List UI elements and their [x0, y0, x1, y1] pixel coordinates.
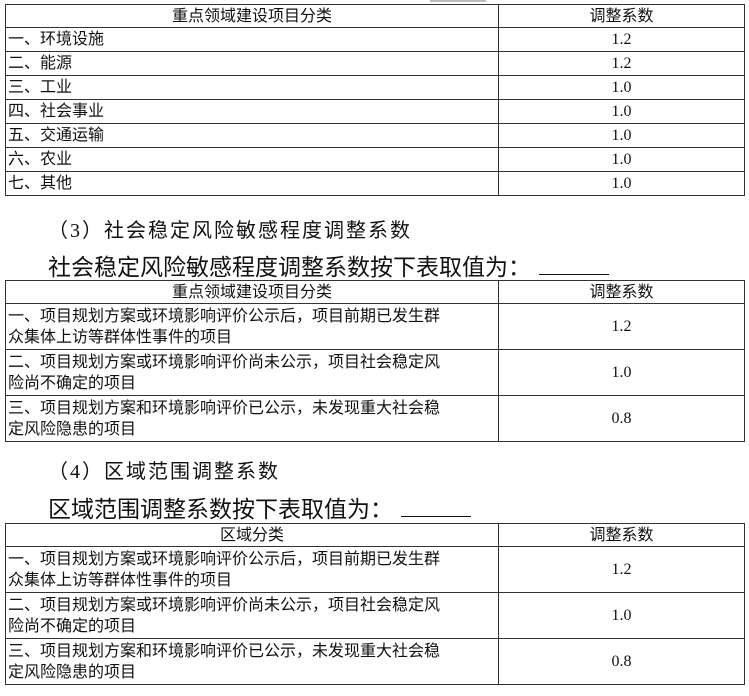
- table-row: 二、项目规划方案或环境影响评价尚未公示，项目社会稳定风 险尚不确定的项目 1.0: [5, 349, 745, 396]
- section-4-heading: （4）区域范围调整系数: [48, 461, 280, 483]
- coefficient-cell: 1.2: [498, 303, 745, 350]
- category-line: 险尚不确定的项目: [8, 617, 137, 635]
- table-row: 一、项目规划方案或环境影响评价公示后，项目前期已发生群 众集体上访等群体性事件的项…: [5, 303, 745, 350]
- category-cell: 三、工业: [5, 75, 499, 100]
- category-cell: 三、项目规划方案和环境影响评价已公示，未发现重大社会稳 定风险隐患的项目: [5, 395, 499, 442]
- table-header-row: 重点领域建设项目分类 调整系数: [5, 4, 745, 28]
- category-line: 众集体上访等群体性事件的项目: [8, 571, 233, 589]
- header-category: 重点领域建设项目分类: [5, 4, 499, 28]
- category-line: 二、项目规划方案或环境影响评价尚未公示，项目社会稳定风: [8, 596, 441, 614]
- category-cell: 五、交通运输: [5, 123, 499, 148]
- region-coefficient-table: 区域分类 调整系数 一、项目规划方案或环境影响评价公示后，项目前期已发生群 众集体…: [5, 523, 745, 685]
- table-row: 二、能源 1.2: [5, 51, 745, 76]
- section-3-prompt: 社会稳定风险敏感程度调整系数按下表取值为：: [48, 248, 609, 282]
- table-row: 七、其他 1.0: [5, 171, 745, 196]
- prompt-text: 区域范围调整系数按下表取值为：: [48, 497, 393, 522]
- table-row: 五、交通运输 1.0: [5, 123, 745, 148]
- category-line: 定风险隐患的项目: [8, 663, 137, 681]
- category-cell: 三、项目规划方案和环境影响评价已公示，未发现重大社会稳 定风险隐患的项目: [5, 638, 499, 685]
- sector-coefficient-table: 重点领域建设项目分类 调整系数 一、环境设施 1.2 二、能源 1.2 三、工业 1.0 四…: [5, 4, 745, 196]
- category-line: 二、项目规划方案或环境影响评价尚未公示，项目社会稳定风: [8, 353, 441, 371]
- category-line: 一、项目规划方案或环境影响评价公示后，项目前期已发生群: [8, 550, 441, 568]
- answer-blank[interactable]: [539, 254, 609, 275]
- category-cell: 二、项目规划方案或环境影响评价尚未公示，项目社会稳定风 险尚不确定的项目: [5, 592, 499, 639]
- category-line: 险尚不确定的项目: [8, 374, 137, 392]
- table-header-row: 区域分类 调整系数: [5, 523, 745, 547]
- category-line: 三、项目规划方案和环境影响评价已公示，未发现重大社会稳: [8, 642, 441, 660]
- category-line: 一、项目规划方案或环境影响评价公示后，项目前期已发生群: [8, 307, 441, 325]
- category-cell: 四、社会事业: [5, 99, 499, 124]
- coefficient-cell: 0.8: [498, 395, 745, 442]
- coefficient-cell: 1.0: [498, 123, 745, 148]
- table-row: 六、农业 1.0: [5, 147, 745, 172]
- category-cell: 七、其他: [5, 171, 499, 196]
- table-row: 三、项目规划方案和环境影响评价已公示，未发现重大社会稳 定风险隐患的项目 0.8: [5, 395, 745, 442]
- coefficient-cell: 1.0: [498, 147, 745, 172]
- coefficient-cell: 1.2: [498, 51, 745, 76]
- social-risk-coefficient-table: 重点领域建设项目分类 调整系数 一、项目规划方案或环境影响评价公示后，项目前期已…: [5, 280, 745, 442]
- section-3-heading: （3）社会稳定风险敏感程度调整系数: [48, 220, 412, 242]
- category-cell: 一、项目规划方案或环境影响评价公示后，项目前期已发生群 众集体上访等群体性事件的项…: [5, 546, 499, 593]
- answer-blank[interactable]: [401, 496, 471, 517]
- prompt-text: 社会稳定风险敏感程度调整系数按下表取值为：: [48, 255, 531, 280]
- coefficient-cell: 1.2: [498, 27, 745, 52]
- section-4-prompt: 区域范围调整系数按下表取值为：: [48, 490, 471, 524]
- table-row: 三、工业 1.0: [5, 75, 745, 100]
- coefficient-cell: 1.0: [498, 171, 745, 196]
- category-cell: 六、农业: [5, 147, 499, 172]
- header-category: 重点领域建设项目分类: [5, 280, 499, 304]
- coefficient-cell: 1.0: [498, 99, 745, 124]
- header-category: 区域分类: [5, 523, 499, 547]
- table-row: 一、环境设施 1.2: [5, 27, 745, 52]
- header-coefficient: 调整系数: [498, 523, 745, 547]
- category-cell: 二、项目规划方案或环境影响评价尚未公示，项目社会稳定风 险尚不确定的项目: [5, 349, 499, 396]
- category-cell: 一、项目规划方案或环境影响评价公示后，项目前期已发生群 众集体上访等群体性事件的项…: [5, 303, 499, 350]
- header-coefficient: 调整系数: [498, 4, 745, 28]
- table-row: 一、项目规划方案或环境影响评价公示后，项目前期已发生群 众集体上访等群体性事件的项…: [5, 546, 745, 593]
- coefficient-cell: 1.0: [498, 349, 745, 396]
- table-row: 二、项目规划方案或环境影响评价尚未公示，项目社会稳定风 险尚不确定的项目 1.0: [5, 592, 745, 639]
- coefficient-cell: 1.2: [498, 546, 745, 593]
- table-row: 三、项目规划方案和环境影响评价已公示，未发现重大社会稳 定风险隐患的项目 0.8: [5, 638, 745, 685]
- category-line: 众集体上访等群体性事件的项目: [8, 328, 233, 346]
- table-row: 四、社会事业 1.0: [5, 99, 745, 124]
- coefficient-cell: 0.8: [498, 638, 745, 685]
- category-cell: 二、能源: [5, 51, 499, 76]
- answer-blank-fragment: [430, 0, 486, 2]
- coefficient-cell: 1.0: [498, 592, 745, 639]
- header-coefficient: 调整系数: [498, 280, 745, 304]
- category-cell: 一、环境设施: [5, 27, 499, 52]
- category-line: 定风险隐患的项目: [8, 420, 137, 438]
- coefficient-cell: 1.0: [498, 75, 745, 100]
- table-header-row: 重点领域建设项目分类 调整系数: [5, 280, 745, 304]
- category-line: 三、项目规划方案和环境影响评价已公示，未发现重大社会稳: [8, 399, 441, 417]
